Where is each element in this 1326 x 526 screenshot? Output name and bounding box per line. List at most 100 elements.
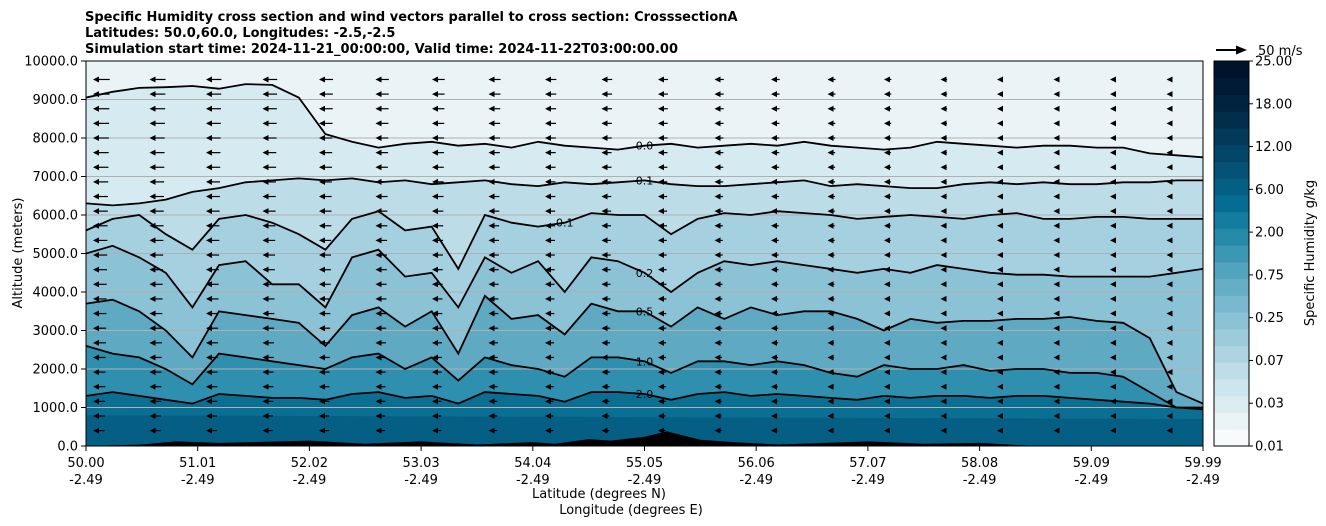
wind-vector-head-206: [432, 281, 438, 288]
wind-vector-head-230: [658, 266, 664, 273]
x-tick-lat-5: 55.05: [626, 456, 663, 471]
wind-vector-head-44: [319, 398, 325, 405]
wind-vector-head-67: [488, 383, 495, 390]
wind-vector-head-495: [940, 76, 947, 83]
wind-vector-head-387: [488, 149, 495, 156]
wind-vector-head-484: [319, 76, 325, 83]
wind-vector-head-428: [545, 120, 551, 127]
wind-vector-head-77: [1053, 383, 1060, 390]
x-tick-lat-3: 53.03: [402, 456, 439, 471]
wind-vector-head-220: [93, 266, 99, 273]
wind-vector-head-3: [262, 427, 269, 434]
wind-vector-head-413: [827, 135, 834, 141]
colorbar-bands: [1214, 61, 1249, 447]
colorbar-band-8: [1214, 295, 1249, 313]
wind-vector-head-314: [884, 208, 890, 215]
wind-vector-head-257: [1053, 252, 1060, 259]
wind-vector-head-175: [940, 310, 947, 317]
wind-vector-head-224: [319, 266, 325, 273]
wind-vector-head-252: [771, 252, 777, 259]
wind-vector-head-229: [601, 266, 608, 273]
wind-vector-head-237: [1053, 266, 1060, 273]
wind-vector-head-279: [1166, 237, 1173, 244]
wind-vector-head-403: [262, 135, 269, 141]
x-tick-lat-2: 52.02: [291, 456, 328, 471]
wind-vector-head-162: [206, 310, 212, 317]
wind-vector-head-362: [206, 164, 212, 171]
wind-vector-head-331: [714, 193, 721, 200]
wind-vector-head-280: [93, 222, 99, 229]
wind-vector-head-463: [262, 91, 269, 98]
wind-vector-head-335: [940, 193, 947, 200]
wind-vector-head-434: [884, 120, 890, 127]
wind-vector-head-375: [940, 164, 947, 171]
wind-vector-head-481: [149, 76, 156, 83]
humidity-filled-contours: [86, 61, 1203, 446]
wind-vector-head-287: [488, 222, 495, 229]
wind-vector-head-444: [319, 105, 325, 112]
wind-vector-head-53: [827, 398, 834, 405]
wind-vector-head-363: [262, 164, 269, 171]
wind-vector-head-83: [262, 369, 269, 376]
wind-vector-head-323: [262, 193, 269, 200]
colorbar-band-15: [1214, 178, 1249, 196]
wind-vector-head-47: [488, 398, 495, 405]
wind-vector-head-6: [432, 427, 438, 434]
wind-vector-head-109: [601, 354, 608, 361]
wind-vector-head-52: [771, 398, 777, 405]
wind-vector-head-205: [375, 281, 382, 288]
colorbar-band-17: [1214, 144, 1249, 162]
wind-vector-head-435: [940, 120, 947, 127]
wind-vector-head-24: [319, 412, 325, 419]
wind-vector-head-147: [488, 325, 495, 332]
wind-vector-head-431: [714, 120, 721, 127]
wind-vector-head-298: [1110, 222, 1116, 229]
wind-vector-head-295: [940, 222, 947, 229]
wind-vector-head-339: [1166, 193, 1173, 200]
wind-vector-head-346: [432, 178, 438, 185]
wind-vector-head-313: [827, 208, 834, 215]
wind-vector-head-439: [1166, 120, 1173, 127]
wind-vector-head-221: [149, 266, 156, 273]
wind-vector-head-34: [884, 412, 890, 419]
wind-vector-head-316: [997, 208, 1003, 215]
wind-vector-head-145: [375, 325, 382, 332]
wind-vector-head-189: [601, 295, 608, 302]
wind-vector-head-30: [658, 412, 664, 419]
vector-key-label: 50 m/s: [1258, 44, 1303, 59]
wind-vector-head-468: [545, 91, 551, 98]
wind-vector-head-11: [714, 427, 721, 434]
wind-vector-head-169: [601, 310, 608, 317]
wind-vector-head-398: [1110, 149, 1116, 156]
wind-vector-head-190: [658, 295, 664, 302]
wind-vector-head-373: [827, 164, 834, 171]
wind-vector-head-488: [545, 76, 551, 83]
wind-vector-head-50: [658, 398, 664, 405]
wind-vector-head-361: [149, 164, 156, 171]
wind-vector-head-38: [1110, 412, 1116, 419]
wind-vector-head-452: [771, 105, 777, 112]
wind-vector-head-345: [375, 178, 382, 185]
wind-vector-head-255: [940, 252, 947, 259]
colorbar-tick-label-7: 12.00: [1255, 140, 1292, 155]
wind-vector-head-274: [884, 237, 890, 244]
wind-vector-head-447: [488, 105, 495, 112]
wind-vector-head-360: [93, 164, 99, 171]
wind-vector-head-174: [884, 310, 890, 317]
wind-vector-head-75: [940, 383, 947, 390]
wind-vector-head-320: [93, 193, 99, 200]
wind-vector-head-29: [601, 412, 608, 419]
colorbar-tick-label-0: 0.01: [1255, 440, 1284, 455]
wind-vector-head-370: [658, 164, 664, 171]
wind-vector-head-196: [997, 295, 1003, 302]
wind-vector-head-275: [940, 237, 947, 244]
wind-vector-head-296: [997, 222, 1003, 229]
wind-vector-head-343: [262, 178, 269, 185]
y-tick-label-2: 2000.0: [33, 363, 79, 378]
wind-vector-head-180: [93, 295, 99, 302]
contour-label-1: 0.1: [636, 174, 654, 187]
wind-vector-head-319: [1166, 208, 1173, 215]
wind-vector-head-285: [375, 222, 382, 229]
wind-vector-head-496: [997, 76, 1003, 83]
wind-vector-head-458: [1110, 105, 1116, 112]
